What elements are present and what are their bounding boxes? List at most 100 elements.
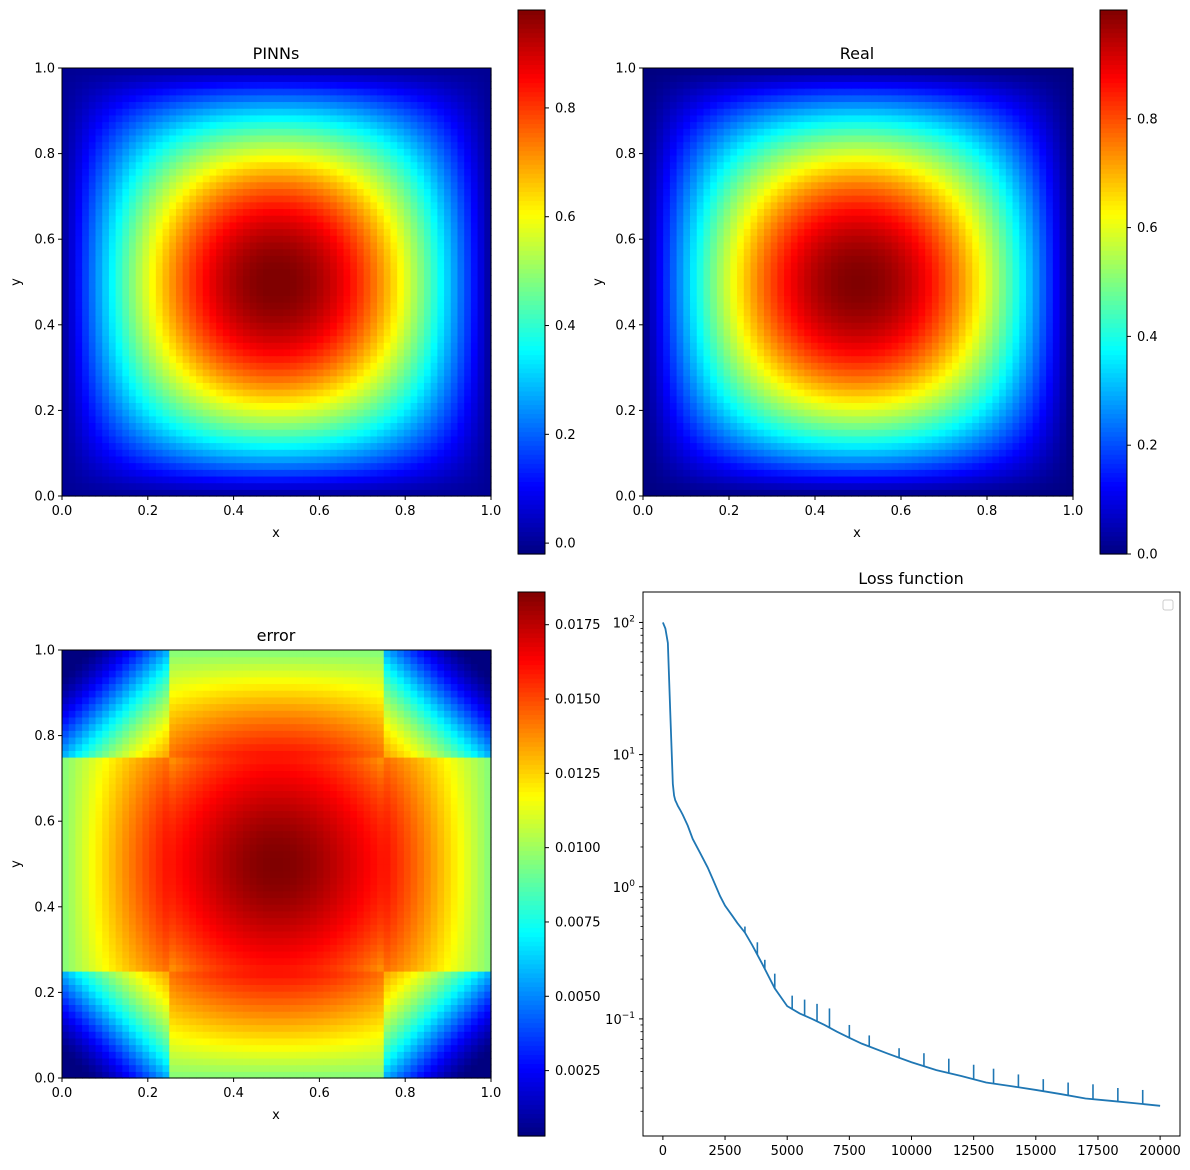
- heatmap-cell: [289, 422, 298, 430]
- heatmap-cell: [330, 489, 338, 497]
- heatmap-cell: [417, 409, 425, 417]
- heatmap-cell: [82, 208, 90, 216]
- heatmap-cell: [323, 288, 331, 296]
- heatmap-cell: [303, 121, 311, 129]
- heatmap-cell: [229, 402, 237, 410]
- heatmap-cell: [356, 355, 365, 363]
- heatmap-cell: [263, 355, 271, 363]
- heatmap-cell: [437, 74, 445, 82]
- heatmap-cell: [383, 221, 392, 230]
- heatmap-cell: [155, 355, 164, 363]
- heatmap-cell: [229, 121, 237, 129]
- heatmap-cell: [129, 108, 137, 116]
- heatmap-cell: [182, 362, 190, 370]
- heatmap-cell: [437, 415, 445, 424]
- heatmap-cell: [938, 482, 946, 490]
- heatmap-cell: [82, 128, 90, 136]
- heatmap-cell: [189, 74, 197, 82]
- heatmap-cell: [999, 475, 1007, 484]
- heatmap-cell: [276, 442, 284, 450]
- heatmap-cell: [777, 462, 785, 470]
- heatmap-cell: [757, 489, 765, 497]
- heatmap-cell: [437, 395, 445, 403]
- heatmap-cell: [263, 302, 271, 310]
- heatmap-cell: [149, 208, 157, 216]
- heatmap-cell: [75, 101, 83, 109]
- heatmap-cell: [898, 422, 906, 430]
- heatmap-cell: [142, 455, 150, 464]
- heatmap-cell: [135, 248, 144, 256]
- heatmap-cell: [383, 382, 392, 390]
- heatmap-cell: [82, 375, 90, 383]
- heatmap-cell: [330, 368, 338, 377]
- heatmap-cell: [356, 268, 365, 276]
- heatmap-cell: [1052, 442, 1061, 450]
- heatmap-cell: [142, 248, 150, 256]
- heatmap-cell: [350, 489, 358, 497]
- heatmap-cell: [310, 81, 318, 89]
- heatmap-cell: [62, 168, 70, 176]
- heatmap-cell: [350, 235, 358, 243]
- heatmap-cell: [878, 482, 886, 490]
- heatmap-cell: [444, 475, 452, 484]
- heatmap-cell: [437, 235, 445, 243]
- heatmap-cell: [649, 469, 658, 477]
- heatmap-cell: [350, 469, 358, 477]
- heatmap-cell: [484, 121, 492, 129]
- heatmap-cell: [430, 355, 438, 363]
- heatmap-cell: [169, 275, 177, 283]
- heatmap-cell: [343, 429, 351, 437]
- heatmap-cell: [377, 94, 385, 103]
- heatmap-cell: [276, 181, 284, 189]
- heatmap-cell: [403, 188, 412, 196]
- heatmap-cell: [189, 375, 197, 383]
- heatmap-cell: [444, 308, 452, 317]
- heatmap-cell: [82, 489, 90, 497]
- heatmap-cell: [135, 181, 144, 189]
- heatmap-cell: [343, 148, 351, 156]
- heatmap-cell: [430, 368, 438, 377]
- heatmap-cell: [249, 108, 257, 116]
- heatmap-cell: [289, 255, 298, 263]
- heatmap-cell: [484, 228, 492, 236]
- heatmap-cell: [370, 475, 378, 484]
- heatmap-cell: [276, 489, 284, 497]
- heatmap-cell: [310, 235, 318, 243]
- heatmap-cell: [356, 328, 365, 337]
- heatmap-cell: [209, 362, 217, 370]
- heatmap-cell: [175, 108, 184, 116]
- heatmap-cell: [350, 429, 358, 437]
- heatmap-cell: [716, 469, 725, 477]
- heatmap-cell: [763, 475, 772, 484]
- heatmap-cell: [417, 455, 425, 464]
- heatmap-cell: [196, 282, 204, 290]
- heatmap-cell: [189, 248, 197, 256]
- heatmap-cell: [450, 195, 459, 203]
- colorbar-swatch: [518, 427, 545, 433]
- heatmap-cell: [283, 489, 291, 497]
- heatmap-cell: [999, 489, 1007, 497]
- heatmap-cell: [62, 154, 70, 163]
- heatmap-cell: [470, 188, 479, 196]
- colorbar-swatch: [518, 535, 545, 541]
- heatmap-cell: [68, 449, 76, 457]
- heatmap-cell: [249, 141, 257, 149]
- heatmap-cell: [95, 148, 103, 156]
- heatmap-cell: [202, 88, 211, 96]
- heatmap-cell: [256, 335, 264, 343]
- heatmap-cell: [844, 442, 852, 450]
- heatmap-cell: [122, 275, 130, 283]
- heatmap-cell: [209, 429, 217, 437]
- heatmap-cell: [236, 362, 244, 370]
- heatmap-cell: [88, 141, 97, 149]
- heatmap-cell: [377, 268, 385, 276]
- heatmap-cell: [68, 154, 76, 163]
- heatmap-cell: [410, 154, 418, 163]
- heatmap-cell: [95, 188, 103, 196]
- heatmap-cell: [256, 195, 264, 203]
- heatmap-cell: [175, 74, 184, 82]
- heatmap-cell: [122, 141, 130, 149]
- heatmap-cell: [390, 201, 398, 210]
- heatmap-cell: [88, 449, 97, 457]
- heatmap-cell: [343, 168, 351, 176]
